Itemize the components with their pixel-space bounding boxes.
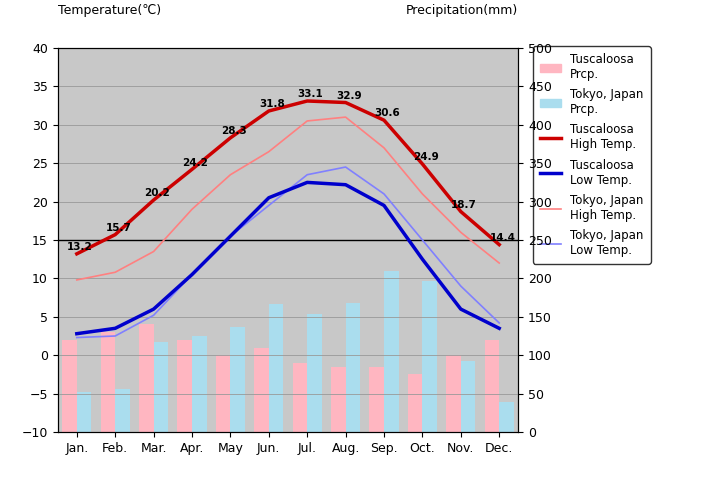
Bar [384,271,399,432]
Text: 24.9: 24.9 [413,152,438,162]
Bar [499,402,514,432]
Bar [307,314,322,432]
Bar [177,340,192,432]
Text: 28.3: 28.3 [221,126,246,136]
Text: 24.2: 24.2 [182,157,208,168]
Bar [423,281,437,432]
Bar [485,340,499,432]
Bar [292,363,307,432]
Legend: Tuscaloosa
Prcp., Tokyo, Japan
Prcp., Tuscaloosa
High Temp., Tuscaloosa
Low Temp: Tuscaloosa Prcp., Tokyo, Japan Prcp., Tu… [533,46,651,264]
Text: 30.6: 30.6 [374,108,400,119]
Bar [269,304,284,432]
Bar [101,332,115,432]
Bar [461,361,475,432]
Text: 31.8: 31.8 [259,99,285,109]
Bar [254,348,269,432]
Text: 33.1: 33.1 [297,89,323,99]
Bar [408,374,423,432]
Bar [446,355,461,432]
Text: 18.7: 18.7 [451,200,477,210]
Bar [192,336,207,432]
Bar [139,324,153,432]
Bar [62,340,77,432]
Text: 15.7: 15.7 [106,223,132,233]
Text: Precipitation(mm): Precipitation(mm) [406,4,518,17]
Bar [153,342,168,432]
Bar [346,303,360,432]
Bar [369,367,384,432]
Text: 32.9: 32.9 [336,91,361,101]
Bar [77,392,91,432]
Text: 20.2: 20.2 [144,188,170,198]
Bar [230,327,245,432]
Text: Temperature(℃): Temperature(℃) [58,4,161,17]
Text: 13.2: 13.2 [67,242,93,252]
Text: 14.4: 14.4 [490,233,516,243]
Bar [115,389,130,432]
Bar [331,367,346,432]
Bar [216,355,230,432]
